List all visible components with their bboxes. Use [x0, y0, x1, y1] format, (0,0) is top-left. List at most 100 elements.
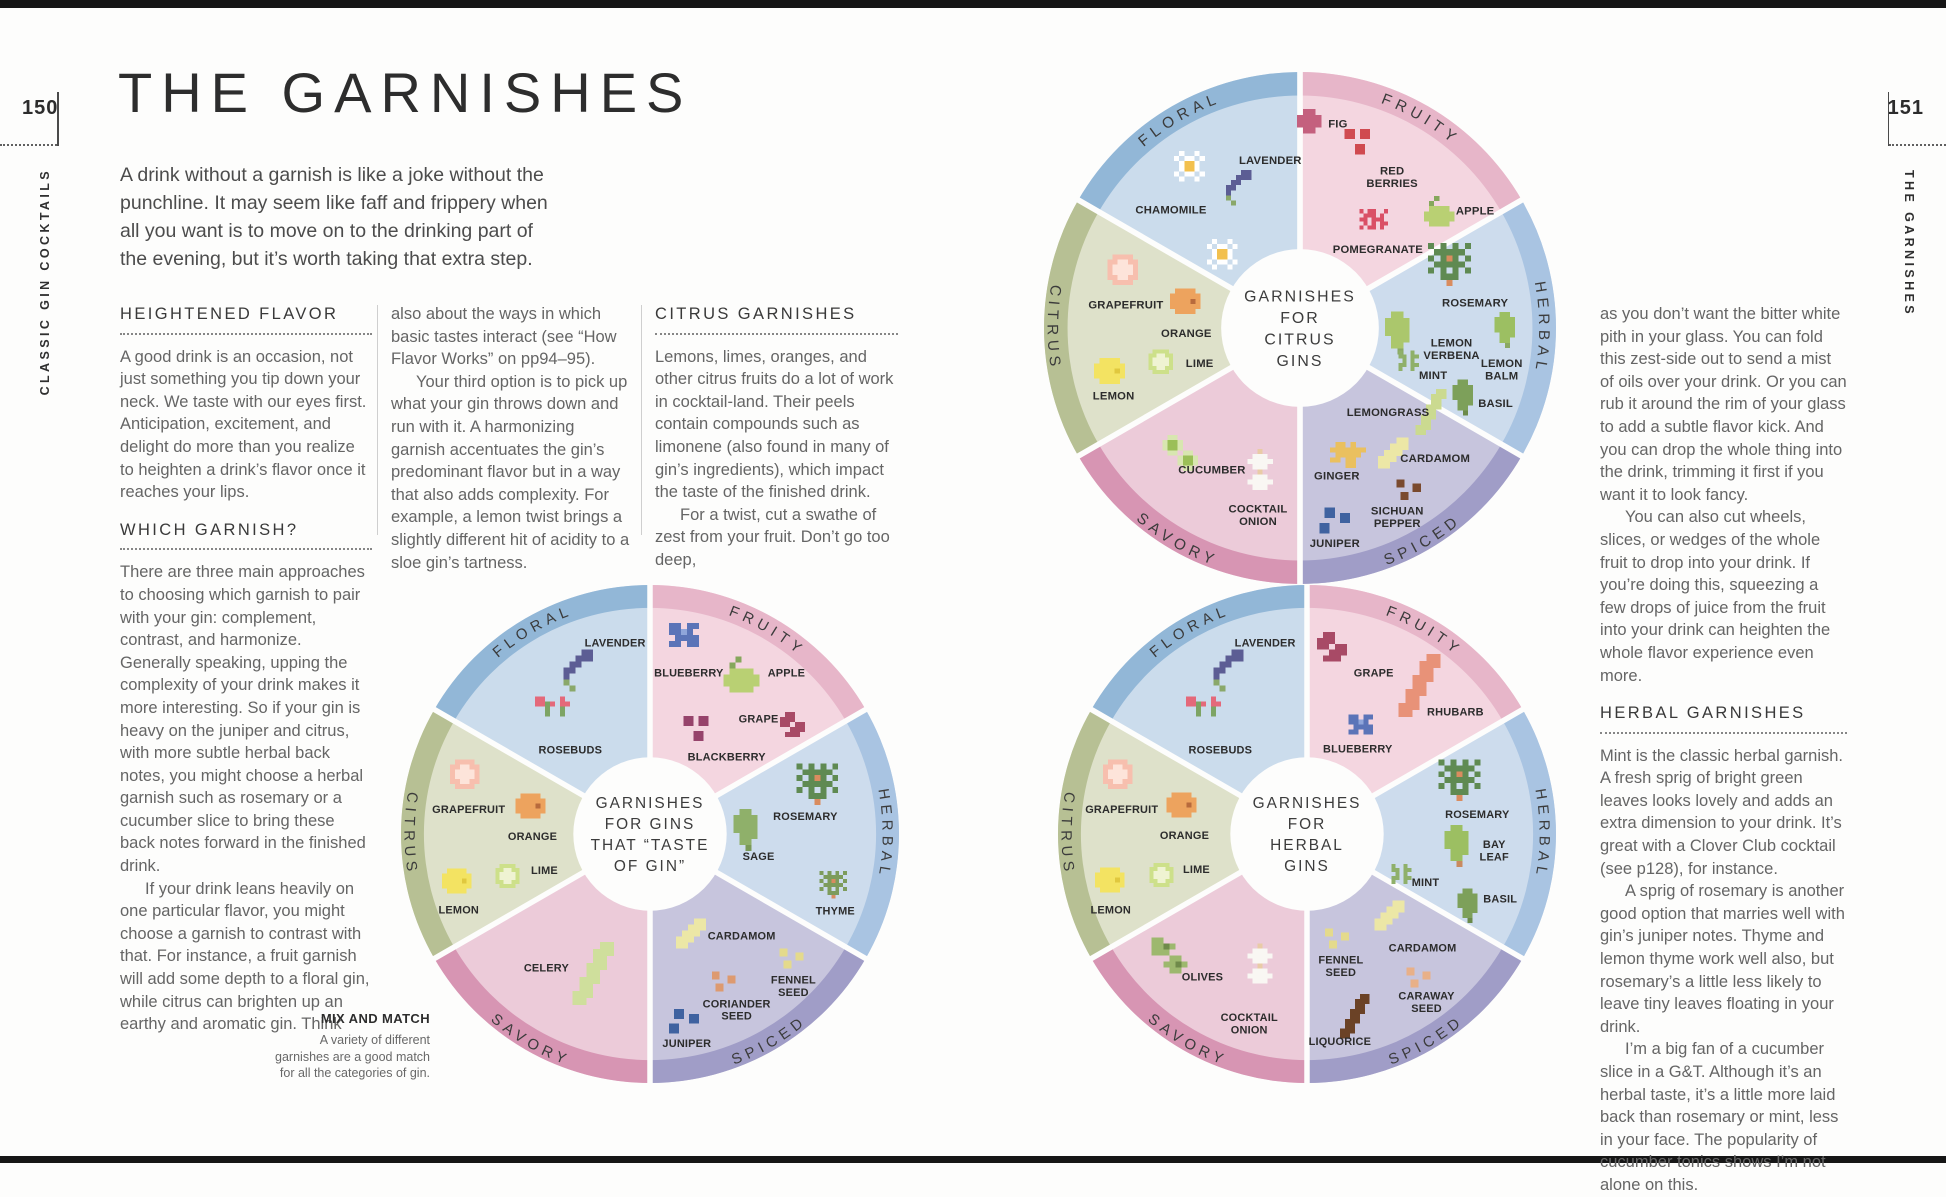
segment-icons-floral — [534, 649, 594, 717]
pine-icon — [1428, 243, 1472, 287]
book-edge-bottom — [0, 1156, 1946, 1163]
garnish-label: ROSEMARY — [1445, 809, 1510, 821]
segment-gap — [430, 705, 597, 805]
segment-floral — [1091, 585, 1307, 799]
garnish-label: GRAPEFRUIT — [432, 804, 505, 816]
page-number-rule-right — [1887, 92, 1889, 146]
section-heading-herbal-garnishes: HERBAL GARNISHES — [1600, 704, 1806, 723]
wheel-center — [573, 757, 727, 911]
dotted-rule — [655, 332, 898, 335]
garnish-label: MINT — [1412, 877, 1440, 889]
garnish-label: LAVENDER — [585, 638, 646, 650]
apple-icon — [723, 656, 760, 693]
section-heading-heightened-flavor: HEIGHTENED FLAVOR — [120, 305, 339, 323]
segment-spiced — [1307, 869, 1523, 1083]
garnish-label: CARAWAY SEED — [1398, 990, 1455, 1014]
garnish-label: GRAPE — [739, 713, 779, 725]
rosebuds-icon — [534, 696, 570, 717]
bigleaf-icon — [1444, 825, 1469, 867]
garnish-label: FENNEL SEED — [771, 974, 816, 998]
segment-gap — [1074, 358, 1245, 460]
body-paragraph: as you don’t want the bitter white pith … — [1600, 305, 1847, 504]
segment-icons-citrus — [1094, 759, 1197, 893]
segment-savory — [434, 869, 650, 1083]
segment-name-label: HERBAL — [874, 787, 895, 880]
round-icon — [441, 868, 472, 894]
slice-icon — [1148, 349, 1174, 375]
segment-gap — [1360, 863, 1527, 963]
pod-icon — [1374, 900, 1405, 931]
daisy-icon — [1206, 238, 1238, 270]
garnish-wheel-citrus-gins: CHAMOMILE LAVENDER FIG RED BERRIES APPLE POMEG… — [1044, 72, 1556, 584]
garnish-label: CARDAMOM — [1389, 943, 1457, 955]
segment-savory — [1091, 869, 1307, 1083]
dotted-rule — [120, 332, 372, 335]
segment-name-label: CITRUS — [1058, 791, 1078, 877]
olives-icon — [1151, 937, 1188, 974]
segment-gap — [1087, 863, 1254, 963]
pod-icon — [1377, 437, 1409, 469]
garnish-label: ROSEBUDS — [539, 744, 603, 756]
garnish-label: LEMON VERBENA — [1423, 337, 1479, 362]
garnish-label: LEMON BALM — [1481, 358, 1523, 383]
body-paragraph: A good drink is an occasion, not just so… — [120, 347, 367, 502]
segment-floral — [1078, 72, 1300, 292]
segment-icons-fruity — [1316, 631, 1441, 735]
slice-icon — [449, 759, 480, 790]
dotted-rule — [120, 548, 372, 551]
sidebar-section-label-left: CLASSIC GIN COCKTAILS — [38, 168, 52, 396]
wheel-center — [1221, 249, 1379, 407]
daisy-icon — [1174, 150, 1205, 182]
body-paragraph: I’m a big fan of a cucumber slice in a G… — [1600, 1040, 1839, 1194]
segment-gap — [1087, 705, 1254, 805]
segment-icons-floral — [1174, 150, 1252, 270]
sidebar-section-label-right: THE GARNISHES — [1902, 170, 1916, 317]
onion-icon — [1247, 943, 1273, 984]
garnish-label: CARDAMOM — [708, 931, 776, 943]
round-icon — [1169, 288, 1201, 315]
seeds-icon — [1406, 967, 1431, 988]
garnish-label: FIG — [1328, 118, 1347, 130]
segment-icons-floral — [1185, 649, 1244, 717]
garnish-label: LEMON — [439, 905, 480, 917]
garnish-label: LEMON — [1091, 905, 1132, 917]
segment-icons-savory — [1162, 435, 1273, 490]
garnish-label: ORANGE — [1161, 328, 1212, 340]
garnish-label: ROSEBUDS — [1189, 744, 1253, 756]
column-divider — [641, 305, 642, 535]
segment-icons-herbal — [733, 763, 848, 899]
lavender-icon — [563, 649, 594, 692]
mint-icon — [1398, 350, 1419, 372]
body-paragraph: Lemons, limes, oranges, and other citrus… — [655, 347, 894, 502]
stalk-icon — [1415, 388, 1447, 436]
segment-gap — [430, 863, 597, 963]
berries-icon — [683, 715, 709, 741]
column-3: CITRUS GARNISHES Lemons, limes, oranges,… — [655, 303, 898, 572]
segment-icons-spiced — [1324, 900, 1431, 1039]
garnish-label: BAY LEAF — [1480, 839, 1509, 863]
onion-icon — [1247, 448, 1273, 490]
garnish-label: CORIANDER SEED — [703, 998, 771, 1022]
bigleaf-icon — [733, 809, 758, 851]
garnish-label: CELERY — [524, 962, 570, 974]
caption-heading: MIX AND MATCH — [320, 1011, 430, 1026]
wheel-center-label: GARNISHES FOR CITRUS GINS — [1244, 288, 1356, 370]
stalk-icon — [1339, 993, 1370, 1039]
garnish-label: LAVENDER — [1235, 638, 1296, 650]
slice-icon — [1102, 759, 1133, 790]
grape-icon — [1316, 631, 1347, 662]
garnish-label: RHUBARB — [1427, 706, 1484, 718]
lavender-icon — [1213, 649, 1244, 692]
garnish-label: THYME — [816, 906, 855, 918]
segment-name-label: HERBAL — [1531, 280, 1552, 376]
book-edge-top — [0, 0, 1946, 8]
seeds-icon — [1396, 479, 1421, 501]
mix-and-match-caption: MIX AND MATCH A variety of different gar… — [266, 1010, 430, 1082]
garnish-wheel-herbal-gins: LAVENDER ROSEBUDS GRAPE RHUBARB BLUEBERRY ROS… — [1058, 585, 1556, 1083]
garnish-label: COCKTAIL ONION — [1221, 1012, 1278, 1036]
garnish-label: BASIL — [1478, 398, 1513, 410]
garnish-label: BLUEBERRY — [654, 668, 724, 680]
body-paragraph: Your third option is to pick up what you… — [391, 372, 630, 572]
garnish-label: APPLE — [768, 668, 805, 680]
garnish-label: LIME — [1186, 358, 1214, 370]
